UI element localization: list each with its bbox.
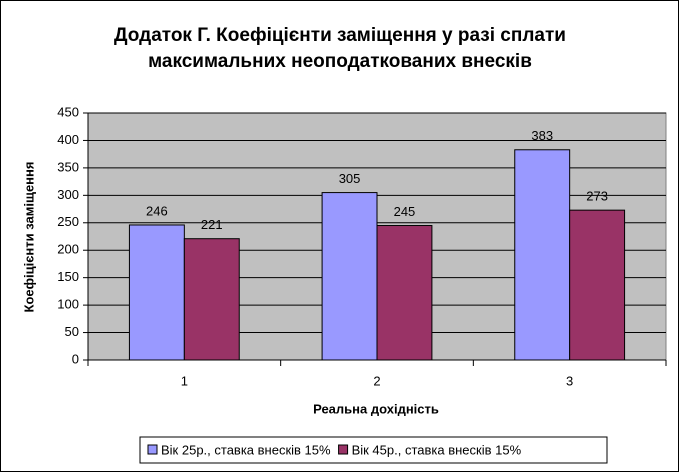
chart-title: максимальних неоподаткованих внесків [148, 51, 532, 72]
y-tick-label: 300 [57, 187, 79, 202]
x-tick-label: 2 [373, 373, 380, 388]
legend-label: Вік 45р., ставка внесків 15% [352, 442, 522, 457]
legend-swatch [338, 444, 349, 455]
y-tick-label: 350 [57, 159, 79, 174]
y-tick-label: 50 [65, 324, 79, 339]
x-tick-label: 3 [566, 373, 573, 388]
data-label: 221 [201, 217, 223, 232]
data-label: 273 [586, 189, 608, 204]
y-tick-label: 0 [72, 351, 79, 366]
legend-label: Вік 25р., ставка внесків 15% [161, 442, 331, 457]
y-tick-label: 400 [57, 132, 79, 147]
bar [514, 149, 571, 361]
data-label: 246 [146, 203, 168, 218]
y-tick-label: 200 [57, 242, 79, 257]
bar [376, 225, 433, 361]
chart-title: Додаток Г. Коефіцієнти заміщення у разі … [114, 25, 566, 46]
bar [569, 209, 626, 361]
y-tick-label: 150 [57, 269, 79, 284]
legend-swatch [147, 444, 158, 455]
legend [139, 436, 608, 464]
data-label: 383 [531, 128, 553, 143]
y-tick-label: 450 [57, 104, 79, 119]
data-label: 305 [339, 171, 361, 186]
y-tick-label: 250 [57, 214, 79, 229]
bar [183, 238, 240, 361]
data-label: 245 [394, 204, 416, 219]
y-axis-title: Коефіцієнти заміщення [21, 162, 36, 313]
bar [321, 192, 378, 361]
bar [128, 224, 185, 361]
x-axis-title: Реальна дохідність [313, 401, 439, 416]
y-tick-label: 100 [57, 297, 79, 312]
x-tick-label: 1 [181, 373, 188, 388]
